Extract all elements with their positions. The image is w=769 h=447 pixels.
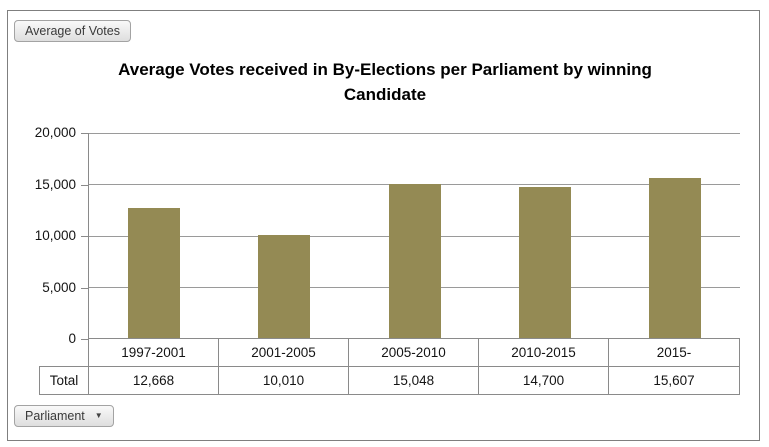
chart-title: Average Votes received in By-Elections p… bbox=[118, 60, 652, 104]
y-axis-tick-label: 15,000 bbox=[34, 176, 76, 192]
bar bbox=[388, 183, 441, 338]
axis-field-label: Parliament bbox=[25, 409, 85, 423]
data-table-values-row: 12,668 10,010 15,048 14,700 15,607 bbox=[88, 366, 740, 395]
category-axis-row: 1997-2001 2001-2005 2005-2010 2010-2015 2015… bbox=[88, 339, 740, 366]
data-table-value: 10,010 bbox=[219, 367, 349, 394]
bar-series bbox=[89, 133, 740, 338]
category-axis-label: 2010-2015 bbox=[479, 339, 609, 366]
data-table-row-label: Total bbox=[39, 366, 88, 395]
values-field-button[interactable]: Average of Votes bbox=[14, 20, 131, 42]
category-axis-label: 2001-2005 bbox=[219, 339, 349, 366]
y-axis-tick-label: 0 bbox=[68, 331, 76, 346]
bar bbox=[258, 235, 311, 338]
bar bbox=[648, 178, 701, 338]
y-axis-tick-mark bbox=[81, 339, 88, 340]
bar-column bbox=[480, 133, 610, 338]
plot-area bbox=[88, 133, 740, 339]
category-axis-label: 1997-2001 bbox=[89, 339, 219, 366]
values-field-label: Average of Votes bbox=[25, 24, 120, 38]
y-axis-tick-mark bbox=[81, 288, 88, 289]
category-axis-label: 2015- bbox=[656, 345, 692, 360]
y-axis-tick-mark bbox=[81, 133, 88, 134]
data-table-value: 14,700 bbox=[479, 367, 609, 394]
chevron-down-icon: ▼ bbox=[94, 411, 103, 420]
data-table-value: 15,607 bbox=[653, 373, 695, 388]
data-table-value: 12,668 bbox=[89, 367, 219, 394]
bar-column bbox=[219, 133, 349, 338]
gridline-20000 bbox=[89, 133, 740, 134]
y-axis-tick-label: 10,000 bbox=[34, 228, 76, 243]
bar bbox=[518, 187, 571, 338]
bar-column bbox=[349, 133, 479, 338]
bar bbox=[128, 208, 181, 338]
y-axis-tick-label: 5,000 bbox=[42, 279, 76, 295]
y-axis-tick-mark bbox=[81, 236, 88, 237]
data-table-value: 15,048 bbox=[349, 367, 479, 394]
axis-field-button[interactable]: Parliament ▼ bbox=[14, 405, 114, 427]
y-axis-tick-label: 20,000 bbox=[34, 125, 76, 140]
bar-column bbox=[610, 133, 740, 338]
bar-column bbox=[89, 133, 219, 338]
category-axis-label: 2005-2010 bbox=[349, 339, 479, 366]
y-axis-tick-mark bbox=[81, 185, 88, 186]
